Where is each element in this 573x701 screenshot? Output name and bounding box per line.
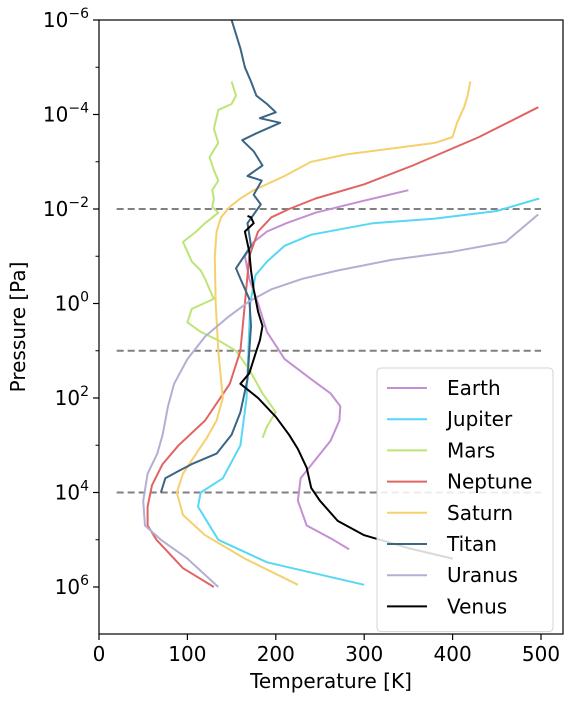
series-lines [142,20,540,588]
series-line-venus [239,214,453,560]
x-tick-label: 0 [93,642,106,666]
x-tick-label: 100 [168,642,206,666]
y-tick-label: 104 [55,479,89,505]
legend-label-mars: Mars [447,438,495,462]
series-line-mars [182,81,277,439]
legend-label-titan: Titan [446,532,497,556]
axes [98,19,564,635]
series-line-neptune [146,106,539,588]
legend: Earth Jupiter Mars Neptune Saturn Titan Uranus… [376,367,554,633]
x-tick-label: 400 [434,642,472,666]
y-tick-label: 102 [55,384,89,410]
legend-label-jupiter: Jupiter [445,407,513,431]
legend-label-neptune: Neptune [447,470,532,494]
y-tick-label: 10−2 [43,195,89,221]
series-line-saturn [175,81,472,586]
y-axis-label: Pressure [Pa] [6,262,30,393]
y-tick-label: 100 [55,290,89,316]
legend-label-uranus: Uranus [447,563,518,587]
y-tick-label: 106 [55,573,89,599]
x-tick-label: 500 [522,642,560,666]
legend-label-venus: Venus [447,594,507,618]
series-line-uranus [142,213,539,588]
axes-frame [98,19,564,635]
x-tick-label: 300 [345,642,383,666]
x-tick-label: 200 [257,642,295,666]
series-line-titan [159,20,282,493]
y-tick-label: 10−4 [43,101,89,127]
y-tick-label: 10−6 [43,6,89,32]
series-line-jupiter [197,197,540,586]
legend-label-earth: Earth [447,376,501,400]
series-line-earth [243,189,409,551]
legend-label-saturn: Saturn [447,501,513,525]
y-axis-ticks: 10−6 10−4 10−2 100 102 104 106 [43,6,99,599]
legend-box [376,367,554,633]
x-axis-ticks: 0 100 200 300 400 500 [93,634,560,666]
x-axis-label: Temperature [K] [249,669,412,693]
